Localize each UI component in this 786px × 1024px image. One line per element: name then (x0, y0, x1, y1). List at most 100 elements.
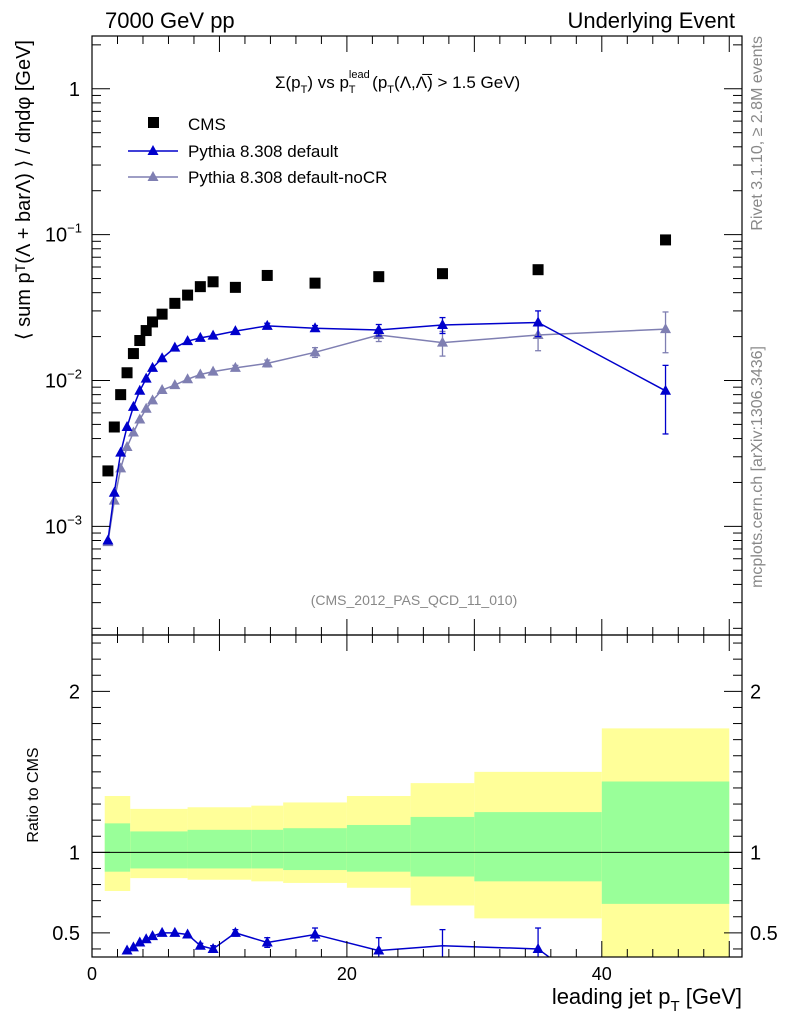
main-y-axis-label: ⟨ sum pᵀ(Λ + barΛ) ⟩ / dηdφ [GeV] (13, 40, 35, 340)
ratio-default-point-12 (309, 928, 321, 939)
ratio-frame (91, 634, 743, 958)
ratio-y-tick-label-right-1: 1 (750, 842, 761, 864)
default-point-12 (207, 329, 219, 340)
cms-point-5 (134, 335, 146, 347)
main-panel: 10−310−210−11 (45, 35, 743, 636)
ratio-band-inner-6 (410, 816, 475, 877)
plot-title-b-sub: T (349, 84, 356, 96)
cms-point-18 (532, 264, 544, 276)
x-axis-label-sub: T (670, 998, 679, 1015)
x-ticks: 0 20 40 (87, 36, 730, 984)
plot-title-a: Σ(p (275, 73, 301, 92)
ratio-band-inner-0 (104, 823, 131, 872)
ratio-y-tick-label-right-0: 0.5 (750, 923, 778, 945)
cms-point-16 (373, 271, 385, 283)
default-point-9 (169, 341, 181, 352)
ratio-default-point-1 (127, 941, 139, 952)
ratio-default-point-13 (373, 944, 385, 955)
cms-point-11 (194, 281, 206, 293)
cms-point-3 (121, 367, 133, 379)
ratio-default-point-11 (261, 936, 273, 947)
plot-title-c: (p (367, 73, 387, 92)
nocr-point-17 (436, 336, 448, 347)
ratio-default-point-3 (140, 933, 152, 944)
default-point-4 (127, 400, 139, 411)
nocr-point-13 (229, 361, 241, 372)
nocr-point-15 (309, 346, 321, 357)
nocr-point-7 (147, 394, 159, 405)
nocr-point-6 (140, 402, 152, 413)
ratio-y-tick-label-left-2: 2 (69, 681, 80, 703)
cms-point-7 (147, 316, 159, 328)
ratio-default-point-0 (121, 944, 133, 955)
nocr-point-5 (134, 413, 146, 424)
ratio-band-inner-4 (283, 828, 347, 871)
plot-title-d: (Λ,Λ̅) > 1.5 GeV) (394, 73, 520, 92)
cms-point-2 (115, 389, 127, 401)
plot-title-c-sub: T (387, 84, 394, 96)
main-y-tick-label-exp-1: −2 (67, 367, 82, 382)
nocr-point-3 (121, 441, 133, 452)
default-point-16 (373, 323, 385, 334)
ratio-band-inner-3 (251, 829, 284, 869)
default-point-2 (115, 446, 127, 457)
ratio-band-inner-1 (130, 831, 188, 869)
ratio-default-point-5 (156, 926, 168, 937)
ratio-y-tick-label-left-1: 1 (69, 842, 80, 864)
ratio-band-inner-2 (187, 829, 252, 869)
x-axis-label-main: leading jet p (552, 984, 671, 1009)
header-right-label: Underlying Event (567, 8, 735, 33)
main-y-tick-label-base-1: 10 (45, 371, 67, 393)
rivet-side-label: Rivet 3.1.10, ≥ 2.8M events (749, 36, 766, 231)
ratio-band-inner-5 (346, 824, 411, 872)
main-y-tick-label-0: 10−3 (45, 512, 82, 538)
x-tick-label-40: 40 (592, 964, 612, 984)
default-point-17 (436, 319, 448, 330)
legend-default-marker (147, 145, 159, 155)
main-content (102, 234, 672, 547)
cms-point-13 (229, 281, 241, 293)
nocr-point-14 (261, 357, 273, 368)
ratio-default-point-15 (532, 942, 544, 953)
cms-point-10 (182, 289, 194, 301)
main-y-tick-label-exp-0: −3 (67, 512, 82, 527)
ratio-band-inner-7 (474, 812, 602, 882)
cms-point-9 (169, 297, 181, 309)
cms-point-6 (140, 325, 152, 337)
plot-title: Σ(pT) vs plead T (pT(Λ,Λ̅) > 1.5 GeV) (275, 69, 520, 96)
x-tick-label-20: 20 (337, 964, 357, 984)
default-point-10 (182, 335, 194, 346)
ratio-y-tick-label-right-2: 2 (750, 681, 761, 703)
nocr-point-8 (156, 384, 168, 395)
ratio-default-point-4 (147, 930, 159, 941)
default-point-18 (532, 316, 544, 327)
ratio-y-ticks: 0.5 0.5 1 1 2 2 (52, 642, 778, 950)
nocr-point-4 (127, 426, 139, 437)
legend: CMS Pythia 8.308 default Pythia 8.308 de… (128, 115, 387, 187)
nocr-point-11 (194, 368, 206, 379)
nocr-point-10 (182, 373, 194, 384)
plot-title-b-sup: lead (349, 69, 370, 81)
main-y-tick-label-3: 1 (69, 79, 80, 101)
legend-default-label: Pythia 8.308 default (188, 142, 339, 161)
cms-point-12 (207, 276, 219, 288)
cms-point-8 (156, 308, 168, 320)
ratio-default-point-7 (182, 928, 194, 939)
ratio-band-inner-8 (601, 781, 730, 904)
legend-cms-label: CMS (188, 115, 226, 134)
default-point-14 (261, 319, 273, 330)
cms-point-1 (108, 421, 120, 433)
default-point-8 (156, 352, 168, 363)
main-y-tick-label-base-2: 10 (45, 225, 67, 247)
x-axis-label-unit: [GeV] (680, 984, 742, 1009)
mcplots-side-label: mcplots.cern.ch [arXiv:1306.3436] (749, 346, 766, 588)
main-y-tick-label-2: 10−1 (45, 221, 82, 247)
default-point-3 (121, 420, 133, 431)
ratio-default-point-10 (229, 926, 241, 937)
nocr-point-9 (169, 379, 181, 390)
x-tick-label-0: 0 (87, 964, 97, 984)
ratio-default-point-8 (194, 939, 206, 950)
main-y-tick-label-base-0: 10 (45, 516, 67, 538)
cms-point-19 (660, 234, 672, 246)
default-point-13 (229, 325, 241, 336)
